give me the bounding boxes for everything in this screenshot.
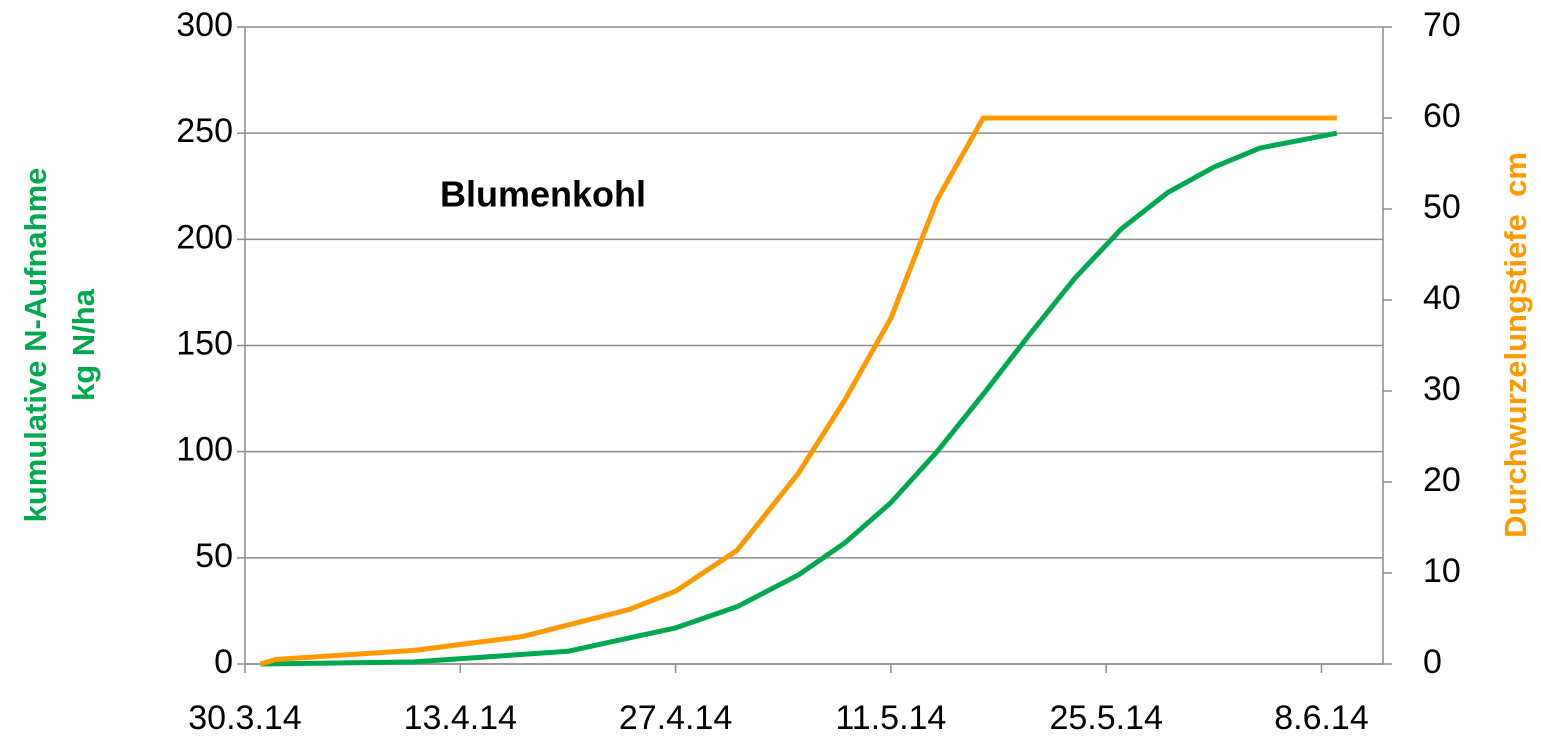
y2-tick-label: 20 (1423, 461, 1461, 499)
y-tick-label: 150 (176, 324, 233, 362)
x-tick-label: 8.6.14 (1274, 699, 1369, 737)
y-tick-label: 250 (176, 112, 233, 150)
line (259, 115, 1337, 667)
y-tick-label: 200 (176, 218, 233, 256)
x-tick-label: 30.3.14 (188, 699, 301, 737)
y2-tick-label: 60 (1423, 97, 1461, 135)
x-tick-label: 13.4.14 (404, 699, 517, 737)
y-tick-label: 0 (214, 643, 233, 681)
y-tick-label: 100 (176, 431, 233, 469)
y2-tick-label: 0 (1423, 643, 1442, 681)
y2-tick-label: 10 (1423, 552, 1461, 590)
line (260, 130, 1338, 667)
y2-tick-label: 50 (1423, 188, 1461, 226)
y2-tick-label: 70 (1423, 6, 1461, 44)
y-axis-label: kg N/ha (66, 288, 101, 401)
y2-tick-label: 30 (1423, 370, 1461, 408)
y2-axis-label: Durchwurzelungstiefe cm (1498, 152, 1533, 538)
annotation: Blumenkohl (440, 174, 646, 215)
x-tick-label: 27.4.14 (619, 699, 732, 737)
y2-tick-label: 40 (1423, 279, 1461, 317)
y-tick-label: 50 (195, 537, 233, 575)
y-axis-label: kumulative N-Aufnahme (18, 168, 53, 523)
x-tick-label: 25.5.14 (1049, 699, 1162, 737)
x-tick-label: 11.5.14 (835, 699, 946, 737)
y-tick-label: 300 (176, 6, 233, 44)
